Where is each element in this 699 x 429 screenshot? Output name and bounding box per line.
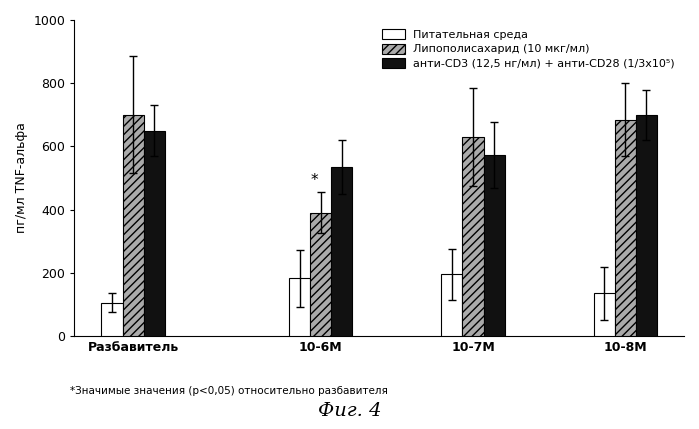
Bar [310, 213, 331, 336]
Y-axis label: пг/мл TNF-альфа: пг/мл TNF-альфа [15, 123, 28, 233]
Bar [593, 293, 615, 336]
Bar [289, 278, 310, 336]
Bar [441, 275, 463, 336]
Bar [101, 303, 122, 336]
Bar [484, 155, 505, 336]
Bar [143, 130, 165, 336]
Bar [636, 115, 657, 336]
Bar [615, 120, 636, 336]
Bar [122, 115, 143, 336]
Legend: Питательная среда, Липополисахарид (10 мкг/мл), анти-CD3 (12,5 нг/мл) + анти-CD2: Питательная среда, Липополисахарид (10 м… [379, 26, 679, 73]
Bar [331, 167, 352, 336]
Bar [463, 137, 484, 336]
Text: Фиг. 4: Фиг. 4 [318, 402, 381, 420]
Text: *: * [310, 172, 318, 187]
Text: *Значимые значения (p<0,05) относительно разбавителя: *Значимые значения (p<0,05) относительно… [70, 386, 388, 396]
